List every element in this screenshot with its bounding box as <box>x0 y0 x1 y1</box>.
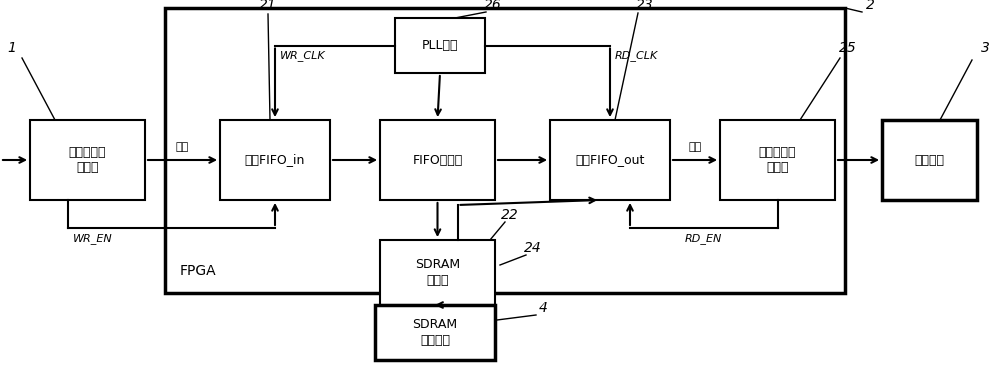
Bar <box>375 305 495 360</box>
Text: 数据: 数据 <box>688 142 702 152</box>
Bar <box>30 120 145 200</box>
Text: PLL模块: PLL模块 <box>422 39 458 52</box>
Text: 3: 3 <box>981 41 989 55</box>
Text: 4: 4 <box>539 301 547 315</box>
Bar <box>380 240 495 305</box>
Bar <box>882 120 977 200</box>
Bar <box>720 120 835 200</box>
Text: FPGA: FPGA <box>180 264 217 278</box>
Text: 片上FIFO_in: 片上FIFO_in <box>245 154 305 166</box>
Text: 25: 25 <box>839 41 857 55</box>
Text: 26: 26 <box>484 0 502 12</box>
Bar <box>550 120 670 200</box>
Text: FIFO控制器: FIFO控制器 <box>412 154 463 166</box>
Bar <box>220 120 330 200</box>
Text: SDRAM
缓存芯片: SDRAM 缓存芯片 <box>412 319 458 346</box>
Text: 片上FIFO_out: 片上FIFO_out <box>575 154 645 166</box>
Text: RD_CLK: RD_CLK <box>615 50 658 61</box>
Text: 神经信号处
理模块: 神经信号处 理模块 <box>759 146 796 174</box>
Text: WR_CLK: WR_CLK <box>280 50 326 61</box>
Text: 数据: 数据 <box>176 142 189 152</box>
Text: 2: 2 <box>866 0 874 12</box>
Text: 神经信号采
集芯片: 神经信号采 集芯片 <box>69 146 106 174</box>
Text: 蓝牙模块: 蓝牙模块 <box>914 154 944 166</box>
Text: RD_EN: RD_EN <box>685 233 722 244</box>
Text: 24: 24 <box>524 241 542 255</box>
Bar <box>165 8 845 293</box>
Text: 23: 23 <box>636 0 654 12</box>
Bar <box>395 18 485 73</box>
Bar <box>380 120 495 200</box>
Text: 21: 21 <box>259 0 277 12</box>
Text: SDRAM
控制器: SDRAM 控制器 <box>415 258 460 287</box>
Text: 1: 1 <box>8 41 16 55</box>
Text: 22: 22 <box>501 208 519 222</box>
Text: WR_EN: WR_EN <box>72 233 112 244</box>
